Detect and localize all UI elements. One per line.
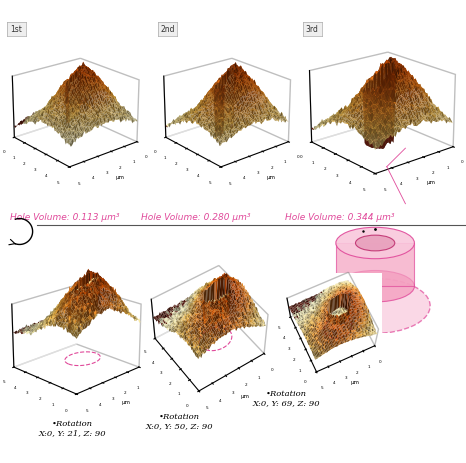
Text: Hole Volume: 0.113 μm³: Hole Volume: 0.113 μm³ xyxy=(11,213,120,222)
X-axis label: μm: μm xyxy=(115,175,124,180)
Ellipse shape xyxy=(356,235,395,251)
Text: •Rotation
X:0, Y: 69, Z: 90: •Rotation X:0, Y: 69, Z: 90 xyxy=(253,390,321,407)
Text: •Rotation
X:0, Y: 50, Z: 90: •Rotation X:0, Y: 50, Z: 90 xyxy=(145,413,213,431)
Text: 3rd: 3rd xyxy=(306,25,319,34)
X-axis label: μm: μm xyxy=(267,175,276,180)
Ellipse shape xyxy=(336,270,414,302)
X-axis label: μm: μm xyxy=(350,380,359,385)
Ellipse shape xyxy=(320,278,430,333)
Text: 2nd: 2nd xyxy=(160,25,175,34)
Ellipse shape xyxy=(336,227,414,259)
X-axis label: μm: μm xyxy=(240,394,249,399)
X-axis label: μm: μm xyxy=(426,180,436,185)
Text: Hole Volume: 0.344 μm³: Hole Volume: 0.344 μm³ xyxy=(286,213,395,222)
X-axis label: μm: μm xyxy=(121,400,130,405)
Text: •Rotation
X:0, Y: 21, Z: 90: •Rotation X:0, Y: 21, Z: 90 xyxy=(38,420,106,438)
Polygon shape xyxy=(336,243,414,286)
Text: Hole Volume: 0.280 μm³: Hole Volume: 0.280 μm³ xyxy=(141,213,250,222)
Text: 1st: 1st xyxy=(10,25,22,34)
